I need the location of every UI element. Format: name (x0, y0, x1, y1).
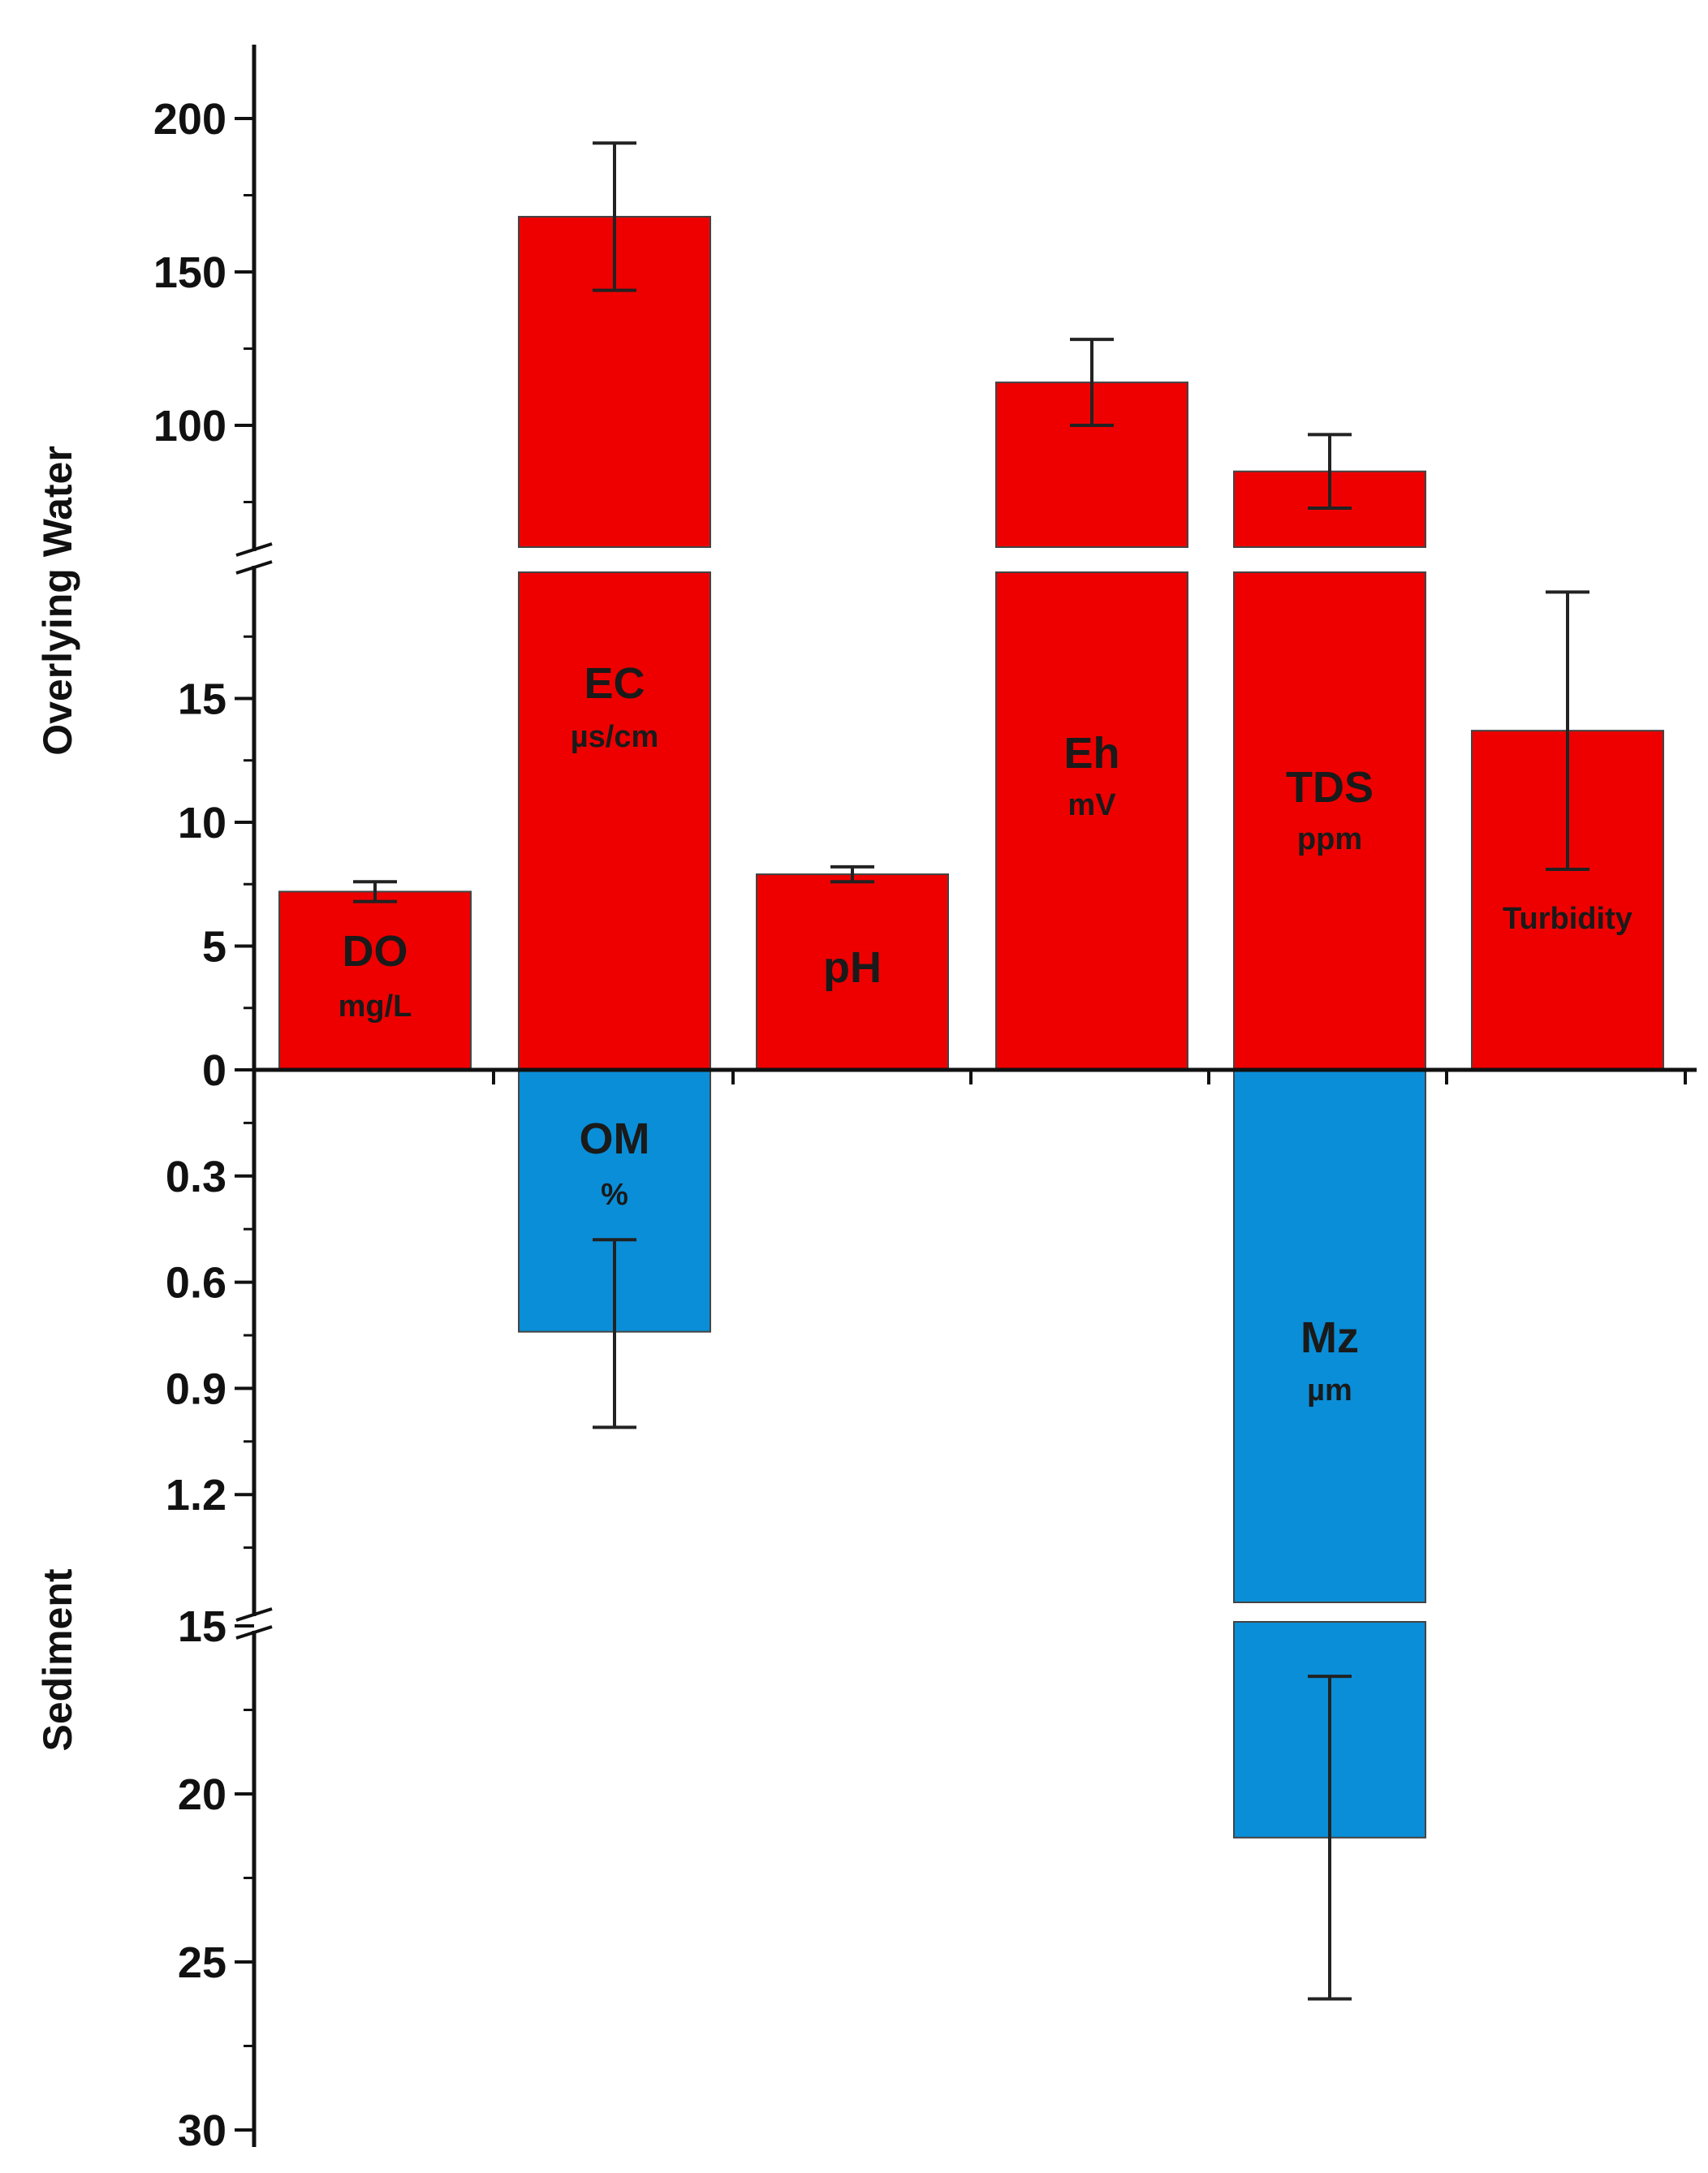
bar-label-mz: Mz (1300, 1313, 1359, 1362)
y-tick-upper-100-label: 100 (153, 402, 226, 451)
axis-break-mark-1-b (235, 1625, 273, 1640)
y-tick-lower-0.3-label: 0.3 (166, 1153, 226, 1201)
bar-label-eh: Eh (1063, 729, 1119, 778)
bar-label-tds: TDS (1286, 763, 1374, 812)
y-tick-lower-0.6-label: 0.6 (166, 1259, 226, 1308)
bar-unit-mz: µm (1307, 1373, 1352, 1408)
bar-label-ph: pH (823, 943, 882, 992)
y-tick-upper-10-label: 10 (178, 799, 226, 847)
bar-ec-lower-part (518, 571, 711, 1071)
y-tick-lower-20-label: 20 (178, 1770, 226, 1819)
bar-mz-upper-part (1233, 1069, 1426, 1603)
lower-break-gap (268, 1606, 1697, 1621)
bar-eh-lower-part (995, 571, 1188, 1071)
bar-label-om: OM (580, 1115, 650, 1163)
y-tick-lower-30-label: 30 (178, 2106, 226, 2155)
bar-unit-do: mg/L (339, 989, 412, 1024)
bar-label-turbidity: Turbidity (1503, 902, 1633, 936)
upper-break-gap (268, 551, 1697, 566)
axis-break-mark-0-a (235, 542, 273, 557)
axis-break-mark-0-b (235, 560, 273, 575)
y-tick-lower-25-label: 25 (178, 1938, 226, 1987)
y-axis-title-overlying: Overlying Water (35, 446, 80, 756)
bar-unit-tds: ppm (1297, 822, 1362, 856)
y-axis-title-sediment: Sediment (35, 1568, 80, 1751)
axis-break-mark-1-a (235, 1607, 273, 1622)
bar-ph (756, 873, 949, 1071)
bar-do (278, 890, 472, 1071)
error-bars-layer (353, 141, 1589, 2001)
y-tick-upper-5-label: 5 (202, 923, 226, 972)
y-tick-lower-1.2-label: 1.2 (166, 1471, 226, 1520)
y-tick-0-label: 0 (202, 1046, 226, 1095)
bars-layer (268, 215, 1697, 1839)
bar-unit-om: % (601, 1178, 628, 1212)
bar-label-ec: EC (584, 659, 645, 708)
y-tick-lower-0.9-label: 0.9 (166, 1365, 226, 1413)
bar-unit-ec: µs/cm (571, 720, 659, 754)
bar-tds-lower-part (1233, 571, 1426, 1071)
bar-unit-eh: mV (1068, 788, 1116, 822)
y-tick-upper-200-label: 200 (153, 95, 226, 144)
bar-label-do: DO (343, 927, 408, 976)
bar-labels-layer: DO mg/L EC µs/cm pH Eh mV TDS ppm Turbidity OM% Mz µ… (339, 659, 1633, 1408)
y-tick-lower-15-label: 15 (178, 1602, 226, 1651)
axis-layer: 0 5 10 15 100 150 200 0.3 0.6 0.9 1.2 15 20 25 30 (153, 45, 1697, 2155)
y-tick-upper-150-label: 150 (153, 248, 226, 297)
y-tick-upper-15-label: 15 (178, 675, 226, 724)
